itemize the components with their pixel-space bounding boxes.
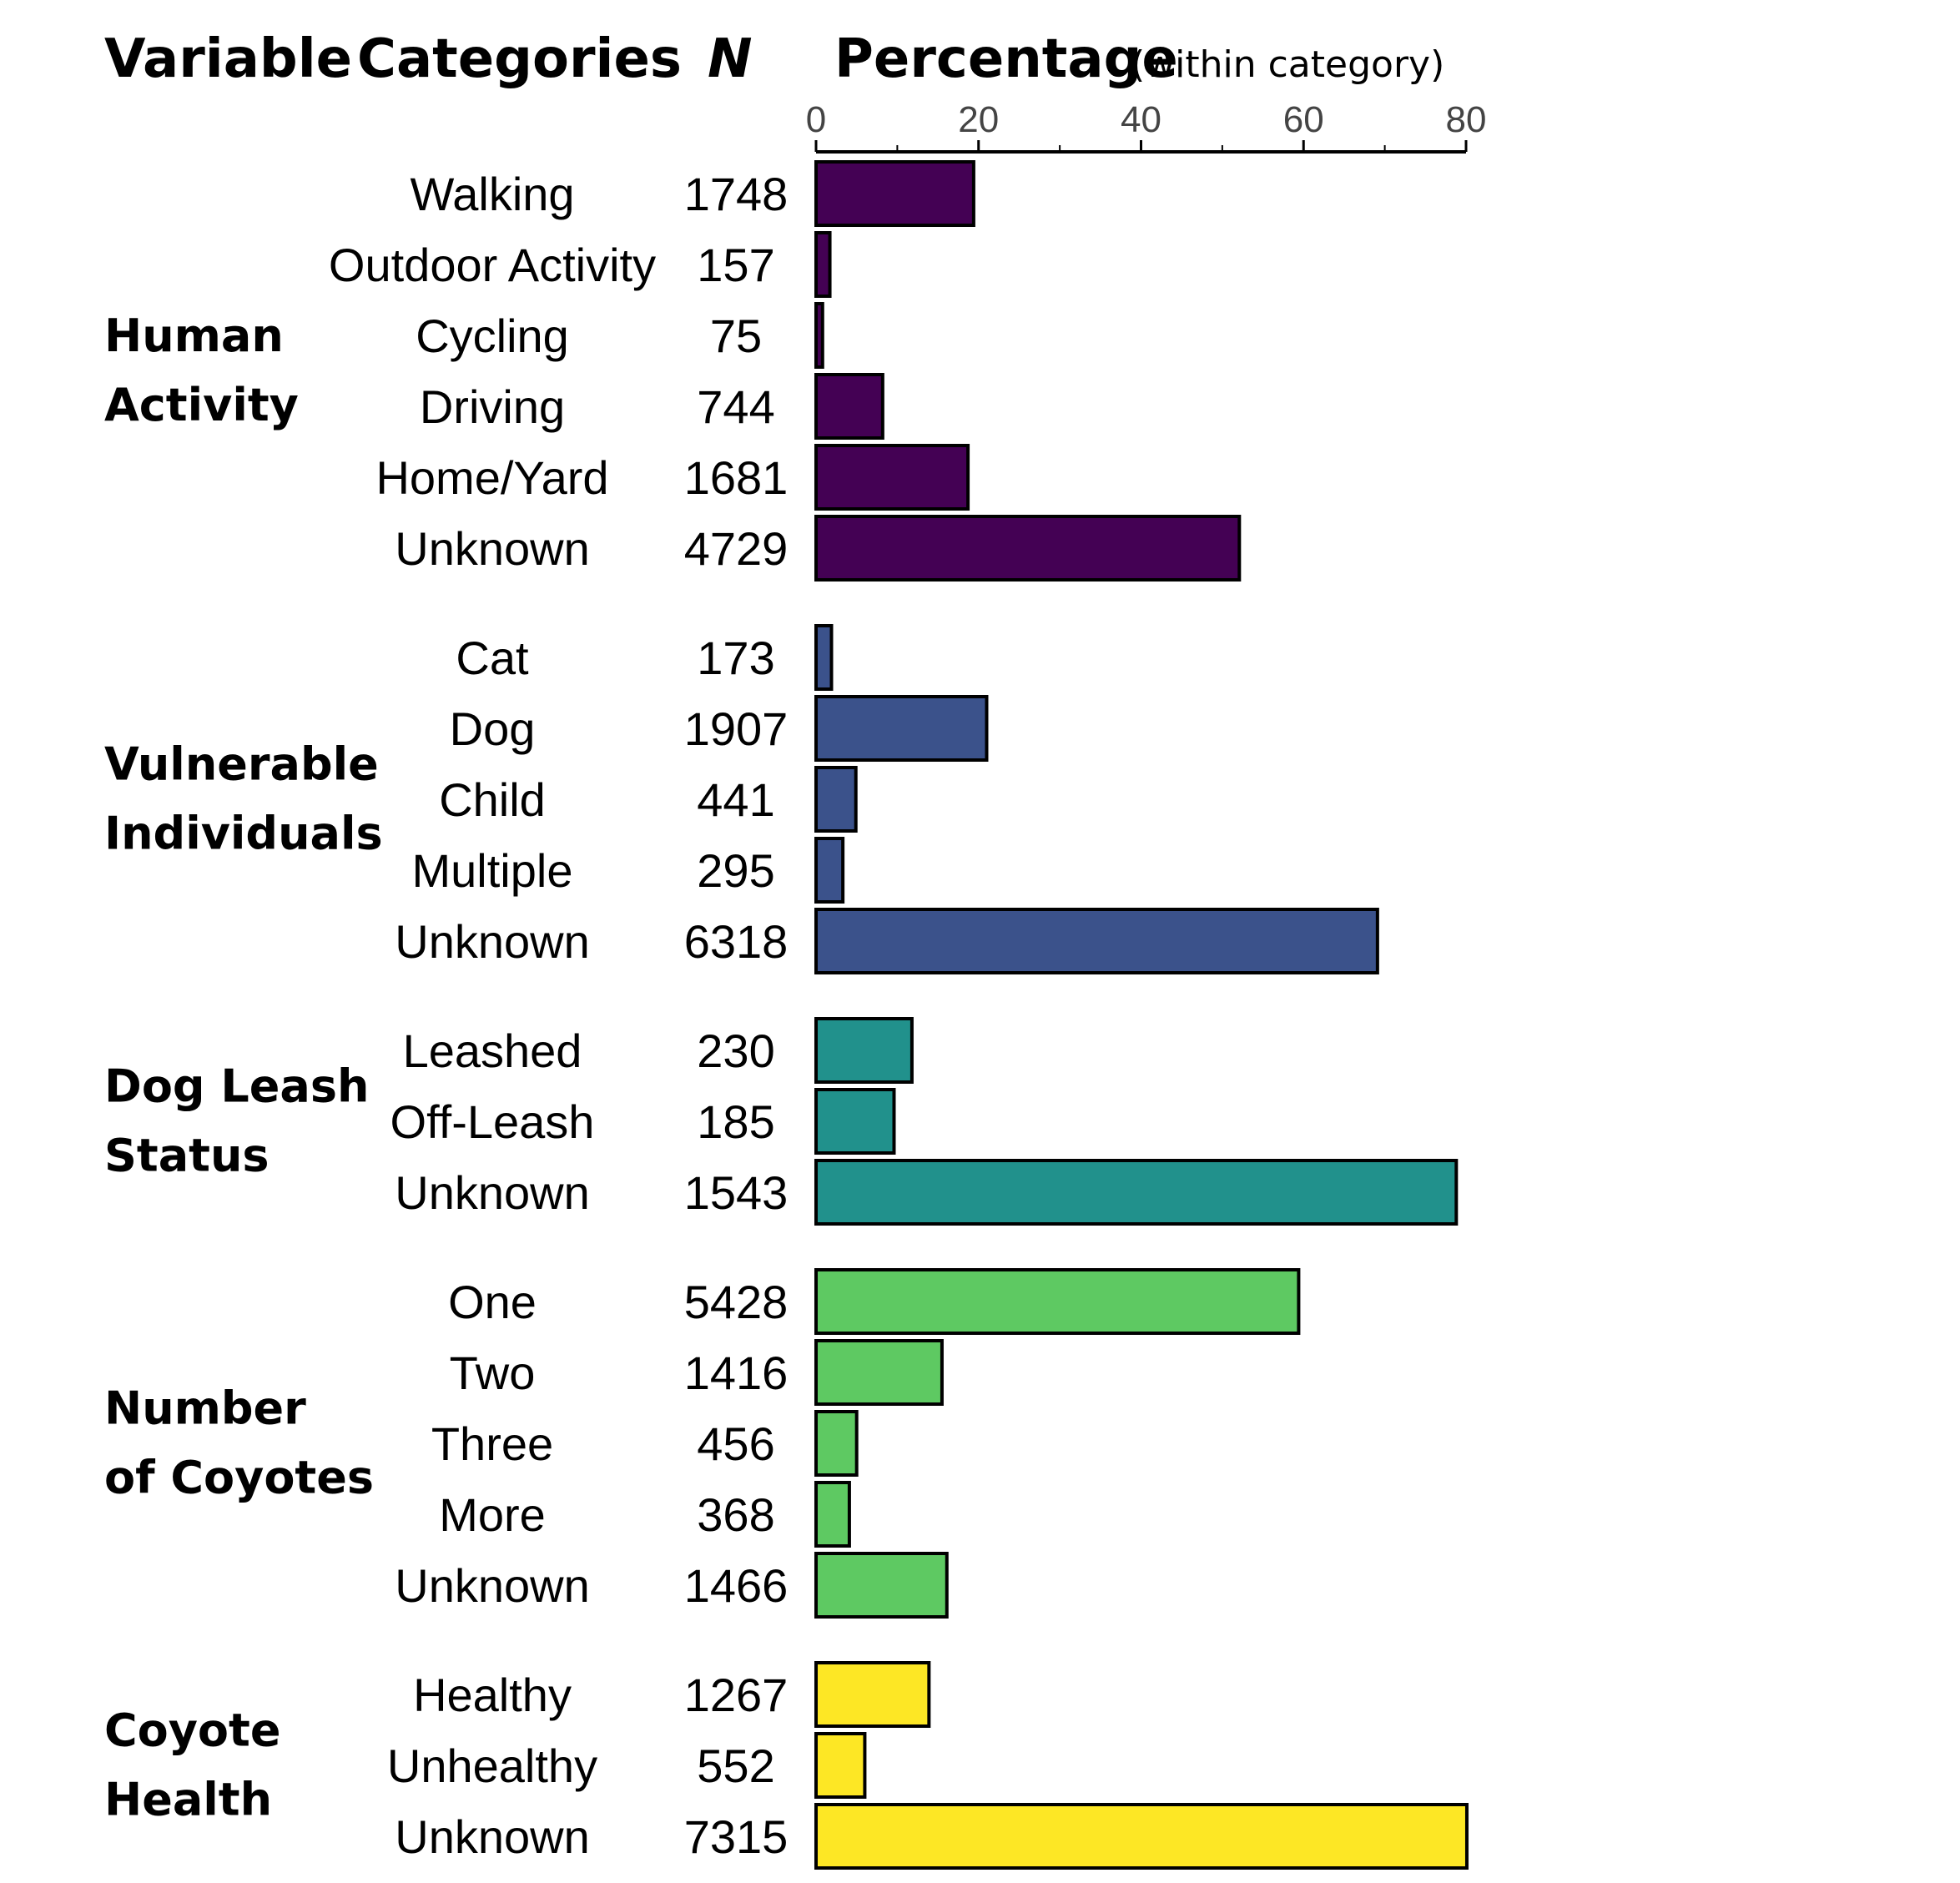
variable-group: Leashed 230 Off-Leash 185 Unknown 1543 Dog Lea… [104,1017,1459,1226]
variable-group: Healthy 1267 Unhealthy 552 Unknown 7315 Coyote… [104,1661,1469,1870]
n-value: 157 [697,239,774,291]
variable-group: Walking 1748 Outdoor Activity 157 Cycling 75 D… [104,160,1242,582]
n-value: 230 [697,1025,774,1077]
n-value: 744 [697,380,774,433]
x-axis: 0 20 40 60 80 [806,99,1487,154]
variable-group: One 5428 Two 1416 Three 456 More 368 Unknown 1466… [104,1268,1301,1619]
bar [814,1552,949,1619]
category-label: One [448,1276,537,1328]
bar [814,1481,851,1548]
category-label: Unknown [395,1559,589,1612]
category-label: More [439,1488,546,1541]
bar [814,1159,1459,1226]
bar [814,766,858,833]
category-label: Unknown [395,1810,589,1863]
bar [814,695,989,762]
n-value: 4729 [684,522,789,575]
x-tick-label: 40 [1121,99,1161,140]
header-percentage: Percentage [834,28,1178,90]
category-label: Dog [450,702,536,755]
header-variable: Variable [104,28,352,90]
variable-label: Dog Leash [104,1060,369,1113]
variable-label: Individuals [104,808,383,860]
variable-label: Health [104,1774,272,1826]
n-value: 5428 [684,1276,789,1328]
header-percentage-note: (within category) [1131,43,1444,86]
header-categories: Categories [357,28,682,90]
variable-label: of Coyotes [104,1452,374,1504]
category-label: Leashed [403,1025,582,1077]
x-tick-label: 20 [958,99,999,140]
category-label: Unknown [395,522,589,575]
variable-group: Cat 173 Dog 1907 Child 441 Multiple 295 Unknown 6… [104,624,1379,974]
x-tick-label: 0 [806,99,826,140]
bar [814,302,824,369]
n-value: 295 [697,844,774,897]
variable-label: Number [104,1382,306,1435]
n-value: 1907 [684,702,789,755]
bar [814,1661,931,1728]
bar-groups: Walking 1748 Outdoor Activity 157 Cycling 75 D… [104,160,1469,1870]
n-value: 1681 [684,451,789,504]
category-label: Healthy [413,1669,572,1721]
n-value: 1267 [684,1669,789,1721]
header-n: N [708,28,753,90]
category-label: Unhealthy [387,1740,597,1792]
bar [814,837,845,904]
n-value: 185 [697,1095,774,1148]
variable-label: Coyote [104,1704,280,1757]
bar [814,1410,859,1477]
n-value: 441 [697,773,774,826]
x-tick-label: 80 [1446,99,1487,140]
category-label: Home/Yard [375,451,608,504]
n-value: 75 [710,310,762,362]
bar [814,624,834,691]
bar [814,160,975,227]
n-value: 1466 [684,1559,789,1612]
category-label: Cat [456,632,529,684]
variable-label: Activity [104,379,299,431]
bar [814,444,970,511]
n-value: 456 [697,1417,774,1470]
bar [814,515,1242,582]
n-value: 173 [697,632,774,684]
bar [814,1339,944,1406]
n-value: 6318 [684,915,789,968]
n-value: 1416 [684,1347,789,1399]
bar [814,908,1379,974]
n-value: 552 [697,1740,774,1792]
n-value: 1543 [684,1166,789,1219]
n-value: 1748 [684,168,789,220]
bar [814,1017,914,1084]
category-label: Walking [410,168,574,220]
variable-label: Status [104,1130,270,1182]
category-label: Multiple [412,844,573,897]
category-label: Unknown [395,915,589,968]
category-label: Unknown [395,1166,589,1219]
variable-label: Human [104,310,284,362]
variable-label: Vulnerable [104,738,379,791]
x-tick-label: 60 [1283,99,1324,140]
n-value: 368 [697,1488,774,1541]
category-label: Driving [420,380,565,433]
category-label: Off-Leash [390,1095,595,1148]
n-value: 7315 [684,1810,789,1863]
bar [814,1732,867,1799]
category-label: Cycling [416,310,569,362]
category-label: Two [450,1347,536,1399]
bar [814,1088,896,1155]
category-label: Outdoor Activity [329,239,656,291]
bar [814,1803,1469,1870]
bar [814,373,884,440]
bar [814,231,832,298]
category-label: Child [439,773,546,826]
category-label: Three [431,1417,553,1470]
bar [814,1268,1301,1335]
